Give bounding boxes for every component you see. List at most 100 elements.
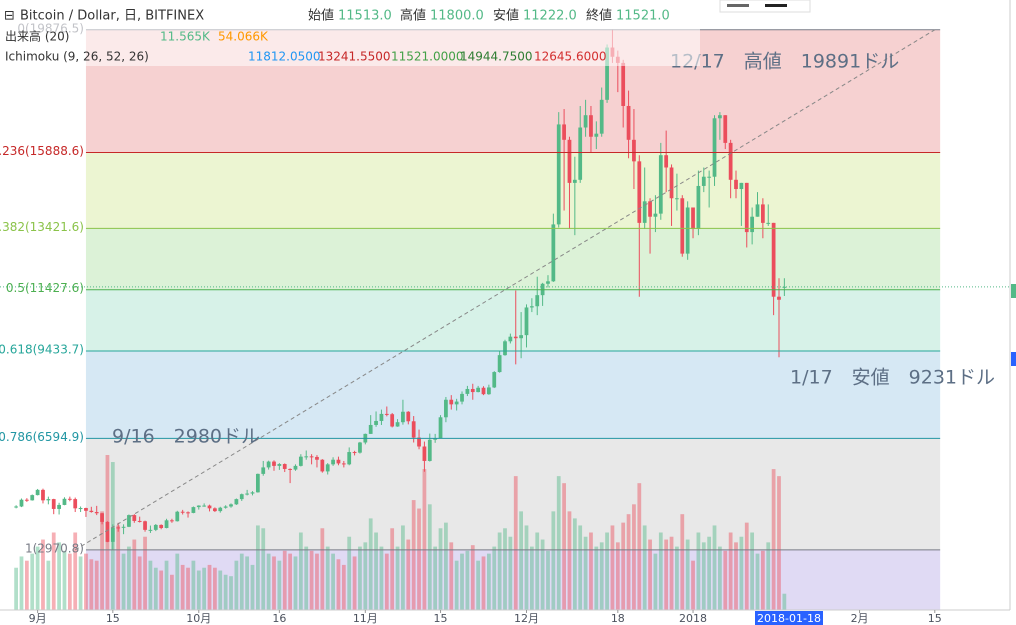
candle-body [572, 179, 577, 183]
volume-bar [578, 525, 583, 610]
volume-bar [760, 550, 765, 610]
candle-body [180, 511, 185, 513]
candle-body [535, 295, 540, 307]
annotation: 9/16 2980ドル [112, 426, 260, 448]
volume-bar [298, 532, 303, 610]
candle-body [755, 204, 760, 217]
candle-body [621, 62, 626, 106]
candle-body [589, 115, 593, 137]
candle-body [760, 204, 765, 223]
volume-bar [632, 504, 636, 610]
candle-body [341, 463, 346, 465]
ohlc-label: 始値 [308, 8, 334, 24]
candle-body [293, 465, 298, 470]
x-tick-label: 12月 [514, 612, 539, 625]
volume-bar [384, 553, 389, 610]
fib-band [85, 438, 941, 550]
candle-body [309, 456, 314, 458]
candle-body [728, 142, 733, 180]
candle-body [277, 464, 282, 466]
candle-body [41, 489, 45, 501]
candle-body [583, 115, 588, 128]
candle-body [556, 124, 561, 225]
candle-body [653, 213, 658, 217]
volume-bar [755, 553, 760, 610]
candle-body [696, 185, 701, 230]
x-tick-label: 9月 [29, 612, 47, 625]
volume-bar [782, 593, 787, 610]
volume-bar [352, 556, 357, 610]
candle-body [433, 438, 438, 440]
candle-body [766, 222, 771, 224]
volume-bar [551, 511, 556, 610]
volume-bar [358, 546, 362, 610]
candle-body [164, 520, 169, 529]
volume-bar [519, 511, 523, 610]
candle-body [116, 527, 121, 529]
volume-bar [336, 559, 341, 610]
candle-body [401, 411, 405, 423]
candle-body [19, 499, 24, 507]
volume-bar [304, 546, 309, 610]
fib-label: 0.382(13421.6) [0, 220, 84, 234]
candle-body [707, 176, 712, 178]
legend-backdrop [0, 0, 700, 66]
volume-bar [229, 576, 233, 610]
ichimoku-value: 13241.5500 [318, 50, 391, 64]
ichimoku-value: 14944.7500 [460, 50, 533, 64]
collapse-icon[interactable]: ⊟ [4, 9, 15, 24]
toolbar-icon[interactable] [727, 4, 749, 7]
volume-bar [239, 553, 244, 610]
candle-body [390, 414, 395, 427]
volume-value: 54.066K [218, 30, 269, 44]
volume-bar [35, 546, 40, 610]
volume-bar [159, 570, 164, 610]
candle-body [78, 508, 83, 510]
candle-body [132, 515, 137, 521]
volume-bar [368, 518, 373, 610]
volume-bar [406, 539, 411, 610]
candle-body [84, 508, 88, 511]
volume-bar [540, 539, 545, 610]
candle-body [282, 464, 287, 469]
candle-body [331, 459, 335, 465]
volume-bar [750, 532, 755, 610]
candle-body [465, 388, 470, 394]
candle-body [261, 467, 266, 474]
candle-body [427, 439, 432, 461]
candle-body [100, 513, 104, 522]
volume-bar [718, 546, 722, 610]
candle-body [159, 524, 164, 529]
candle-body [637, 161, 642, 223]
candle-body [234, 499, 239, 505]
candle-body [35, 489, 40, 496]
candle-body [30, 495, 35, 501]
volume-bar [487, 553, 491, 610]
candle-body [358, 442, 362, 453]
volume-bar [127, 546, 131, 610]
candle-body [497, 355, 502, 373]
volume-bar [680, 514, 685, 610]
candle-body [121, 526, 126, 528]
toolbar-icon[interactable] [765, 4, 787, 7]
candle-body [648, 201, 652, 217]
candle-body [739, 182, 744, 190]
candle-body [691, 207, 695, 230]
volume-bar [567, 511, 572, 610]
volume-bar [202, 567, 207, 610]
volume-bar [180, 564, 185, 610]
candle-body [51, 499, 56, 509]
volume-bar [605, 532, 609, 610]
volume-bar [67, 553, 72, 610]
fib-label: 0.236(15888.6) [0, 144, 84, 158]
volume-bar [148, 560, 153, 610]
volume-bar [503, 528, 507, 610]
volume-bar [325, 546, 330, 610]
volume-bar [309, 550, 314, 610]
candle-body [148, 529, 153, 531]
volume-bar [707, 536, 712, 610]
candle-body [239, 494, 244, 500]
x-tick-label: 18 [611, 612, 625, 625]
volume-bar [191, 560, 196, 610]
